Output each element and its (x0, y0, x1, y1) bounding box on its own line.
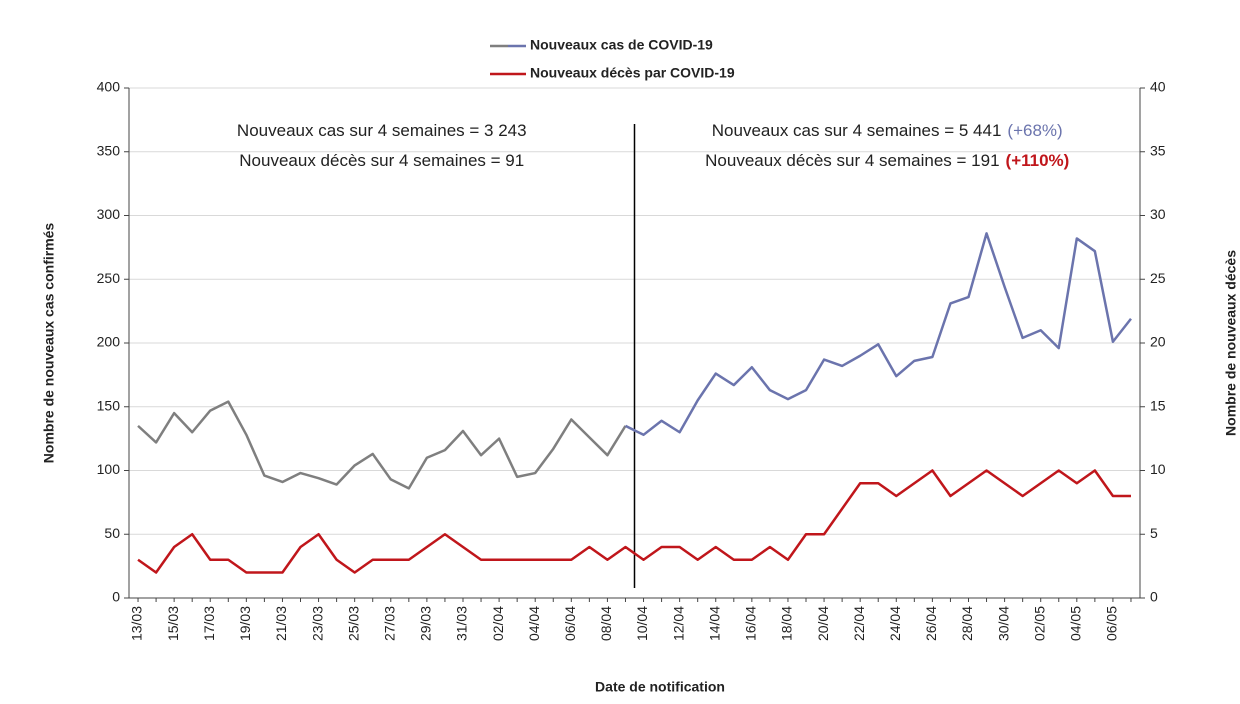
x-tick-label: 25/03 (345, 606, 361, 641)
x-tick-label: 29/03 (418, 606, 434, 641)
y2-tick-label: 15 (1150, 397, 1166, 413)
y2-tick-label: 30 (1150, 206, 1166, 222)
annotation: Nouveaux décès sur 4 semaines = 191 (+110… (705, 151, 1069, 170)
annotation: Nouveaux cas sur 4 semaines = 3 243 (237, 121, 527, 140)
y-tick-label: 350 (97, 142, 121, 158)
x-tick-label: 02/04 (490, 606, 506, 641)
y2-tick-label: 40 (1150, 79, 1166, 95)
annotation-part: Nouveaux cas sur 4 semaines = 3 243 (237, 121, 527, 140)
x-tick-label: 15/03 (165, 606, 181, 641)
x-tick-label: 12/04 (670, 606, 686, 641)
x-tick-label: 06/04 (562, 606, 578, 641)
x-tick-label: 26/04 (923, 606, 939, 641)
x-tick-label: 22/04 (851, 606, 867, 641)
y-axis-label: Nombre de nouveaux cas confirmés (41, 223, 57, 464)
y-tick-label: 200 (97, 334, 121, 350)
x-tick-label: 31/03 (454, 606, 470, 641)
legend-label: Nouveaux cas de COVID-19 (530, 37, 713, 53)
x-tick-label: 24/04 (887, 606, 903, 641)
y2-tick-label: 5 (1150, 525, 1158, 541)
x-tick-label: 30/04 (995, 606, 1011, 641)
y2-tick-label: 20 (1150, 334, 1166, 350)
x-tick-label: 19/03 (237, 606, 253, 641)
y-tick-label: 250 (97, 270, 121, 286)
y2-tick-label: 0 (1150, 589, 1158, 605)
x-tick-label: 17/03 (201, 606, 217, 641)
legend-label: Nouveaux décès par COVID-19 (530, 65, 735, 81)
annotation-part: Nouveaux cas sur 4 semaines = 5 441 (712, 121, 1002, 140)
x-tick-label: 27/03 (381, 606, 397, 641)
x-tick-label: 13/03 (129, 606, 145, 641)
x-tick-label: 20/04 (815, 606, 831, 641)
x-tick-label: 23/03 (309, 606, 325, 641)
y2-tick-label: 10 (1150, 461, 1166, 477)
annotation-part: (+110%) (1006, 151, 1070, 170)
annotation-part: Nouveaux décès sur 4 semaines = 91 (239, 151, 524, 170)
x-axis-label: Date de notification (595, 679, 725, 695)
x-tick-label: 08/04 (598, 606, 614, 641)
y-tick-label: 400 (97, 79, 121, 95)
annotation-part: Nouveaux décès sur 4 semaines = 191 (705, 151, 999, 170)
series-line (137, 400, 627, 490)
annotation-part: (+68%) (1007, 121, 1062, 140)
x-tick-label: 28/04 (959, 606, 975, 641)
x-tick-label: 16/04 (743, 606, 759, 641)
x-tick-label: 04/05 (1068, 606, 1084, 641)
annotation: Nouveaux décès sur 4 semaines = 91 (239, 151, 524, 170)
x-tick-label: 18/04 (779, 606, 795, 641)
annotation: Nouveaux cas sur 4 semaines = 5 441 (+68%… (712, 121, 1063, 140)
y-tick-label: 150 (97, 397, 121, 413)
y-tick-label: 300 (97, 206, 121, 222)
x-tick-label: 21/03 (273, 606, 289, 641)
x-tick-label: 06/05 (1104, 606, 1120, 641)
y-tick-label: 50 (104, 525, 120, 541)
series-line (624, 232, 1132, 437)
y-tick-label: 100 (97, 461, 121, 477)
x-tick-label: 04/04 (526, 606, 542, 641)
series-line (137, 469, 1131, 574)
y2-axis-label: Nombre de nouveaux décès (1223, 250, 1239, 436)
x-tick-label: 14/04 (706, 606, 722, 641)
y-tick-label: 0 (112, 589, 120, 605)
y2-tick-label: 35 (1150, 142, 1166, 158)
y2-tick-label: 25 (1150, 270, 1166, 286)
x-tick-label: 02/05 (1031, 606, 1047, 641)
x-tick-label: 10/04 (634, 606, 650, 641)
